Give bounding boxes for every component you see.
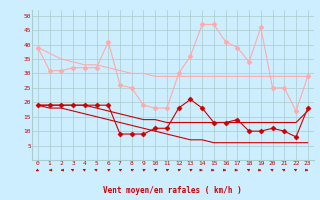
- X-axis label: Vent moyen/en rafales ( km/h ): Vent moyen/en rafales ( km/h ): [103, 186, 242, 195]
